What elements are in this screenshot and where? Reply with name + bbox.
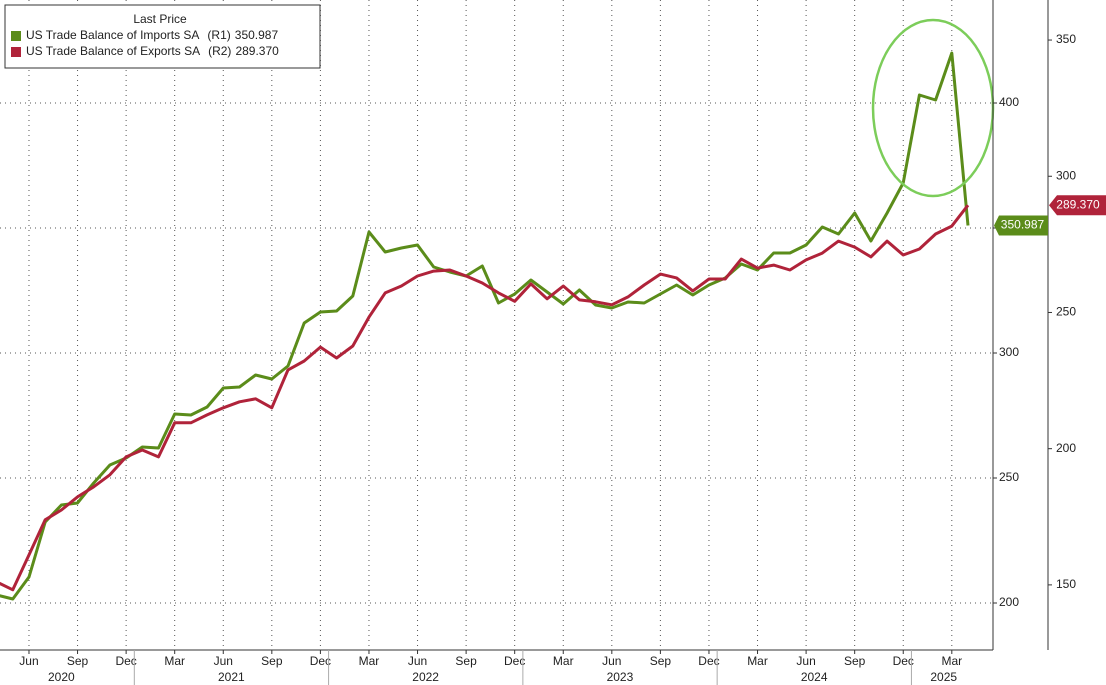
legend-axis: (R1) (207, 28, 230, 42)
last-value-label: 350.987 (1001, 218, 1045, 232)
legend-swatch (11, 47, 21, 57)
legend-value: 289.370 (235, 44, 279, 58)
y-tick-label: 200 (999, 595, 1019, 609)
legend-value: 350.987 (235, 28, 279, 42)
y2-tick-label: 250 (1056, 305, 1076, 319)
year-label: 2021 (218, 670, 245, 684)
x-tick-label: Jun (602, 654, 621, 668)
legend-swatch (11, 31, 21, 41)
last-value-tag (994, 215, 1048, 236)
last-value-tag (1049, 195, 1106, 216)
x-tick-label: Jun (796, 654, 815, 668)
x-tick-label: Jun (214, 654, 233, 668)
lines (0, 51, 970, 601)
y-tick-label: 250 (999, 470, 1019, 484)
y2-tick-label: 200 (1056, 441, 1076, 455)
x-tick-label: Sep (67, 654, 89, 668)
legend-items: US Trade Balance of Imports SA (R1) 350.98… (11, 28, 279, 58)
year-label: 2024 (801, 670, 828, 684)
x-tick-label: Dec (115, 654, 136, 668)
x-tick-label: Dec (893, 654, 914, 668)
x-tick-label: Sep (650, 654, 672, 668)
x-tick-label: Sep (261, 654, 283, 668)
legend-axis: (R2) (208, 44, 231, 58)
x-tick-label: Mar (941, 654, 962, 668)
legend-label: US Trade Balance of Exports SA (R2) 289.37… (26, 44, 279, 58)
legend-name: US Trade Balance of Exports SA (26, 44, 200, 58)
x-tick-label: Jun (19, 654, 38, 668)
legend-name: US Trade Balance of Imports SA (26, 28, 199, 42)
y-tick-label: 300 (999, 345, 1019, 359)
x-tick-label: Dec (310, 654, 331, 668)
year-label: 2020 (48, 670, 75, 684)
legend: Last Price US Trade Balance of Imports S… (4, 4, 321, 69)
legend-label: US Trade Balance of Imports SA (R1) 350.98… (26, 28, 278, 42)
x-tick-label: Mar (164, 654, 185, 668)
y2-tick-label: 350 (1056, 32, 1076, 46)
x-tick-label: Sep (844, 654, 866, 668)
legend-title: Last Price (133, 12, 187, 26)
year-label: 2025 (930, 670, 957, 684)
x-tick-label: Dec (504, 654, 525, 668)
year-label: 2022 (412, 670, 439, 684)
x-tick-label: Jun (408, 654, 427, 668)
legend-box (4, 4, 321, 69)
axes: 200250300350400150200250300350JunSepDecM… (19, 32, 1106, 685)
series-line (0, 204, 970, 592)
year-label: 2023 (607, 670, 634, 684)
x-tick-label: Mar (747, 654, 768, 668)
y-tick-label: 400 (999, 95, 1019, 109)
last-value-label: 289.370 (1056, 197, 1100, 211)
x-tick-label: Sep (455, 654, 477, 668)
grid (0, 0, 993, 650)
x-tick-label: Mar (553, 654, 574, 668)
x-tick-label: Mar (359, 654, 380, 668)
y2-tick-label: 300 (1056, 168, 1076, 182)
x-tick-label: Dec (698, 654, 719, 668)
series-line (0, 51, 970, 601)
y2-tick-label: 150 (1056, 577, 1076, 591)
